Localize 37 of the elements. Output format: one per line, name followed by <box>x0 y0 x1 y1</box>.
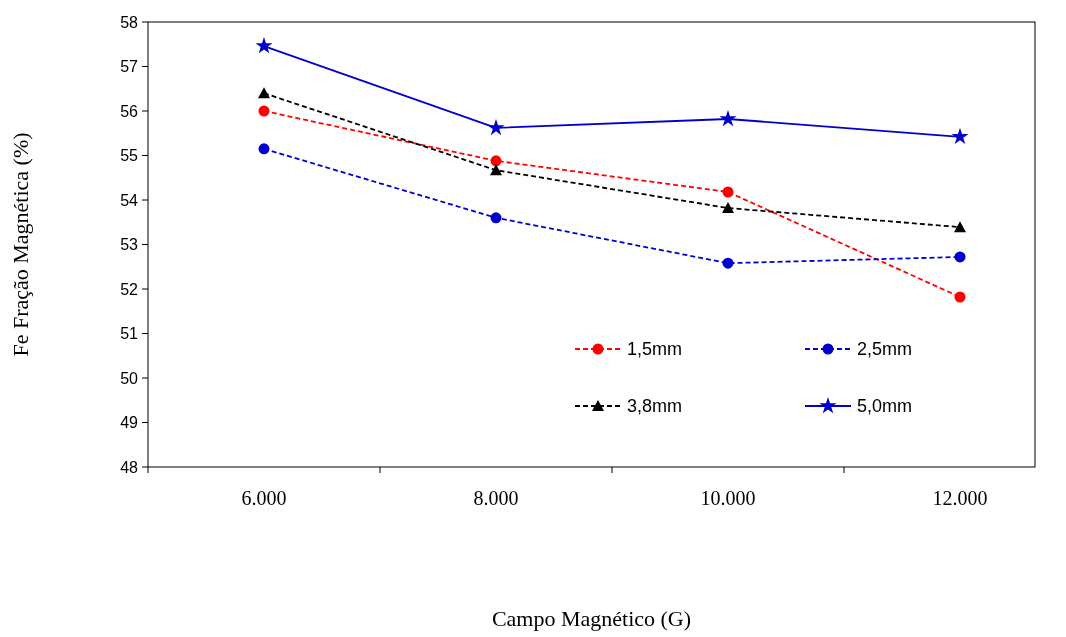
x-tick-label: 6.000 <box>241 487 287 509</box>
y-tick-label: 58 <box>120 13 139 31</box>
point <box>258 105 270 117</box>
x-axis-title: Campo Magnético (G) <box>491 606 692 631</box>
y-tick-label: 56 <box>120 102 139 120</box>
legend-label: 5,0mm <box>857 396 913 417</box>
point <box>487 118 505 136</box>
y-tick-label: 55 <box>120 147 139 165</box>
point <box>255 37 273 54</box>
y-tick-label: 57 <box>120 58 139 76</box>
legend-label: 3,8mm <box>627 396 683 417</box>
y-tick-label: 50 <box>120 369 139 387</box>
y-tick-label: 49 <box>120 414 139 432</box>
point <box>722 186 734 198</box>
point <box>719 110 737 127</box>
point <box>258 87 270 99</box>
legend-label: 1,5mm <box>627 339 683 360</box>
y-axis-title: Fe Fração Magnética (%) <box>8 132 33 357</box>
x-tick-label: 10.000 <box>700 487 756 509</box>
point <box>954 251 966 263</box>
y-tick-label: 54 <box>120 191 139 209</box>
point <box>722 202 734 214</box>
point <box>490 155 502 167</box>
point <box>258 143 270 155</box>
point <box>490 212 502 224</box>
y-tick-label: 51 <box>120 325 139 343</box>
y-tick-label: 53 <box>120 236 139 254</box>
point <box>954 291 966 303</box>
point <box>490 164 502 176</box>
x-tick-label: 12.000 <box>932 487 988 509</box>
point <box>722 257 734 269</box>
y-tick-label: 52 <box>120 280 139 298</box>
x-tick-label: 8.000 <box>473 487 519 509</box>
legend-label: 2,5mm <box>857 339 913 360</box>
point <box>951 127 969 145</box>
y-tick-label: 48 <box>120 458 139 476</box>
point <box>954 221 966 233</box>
